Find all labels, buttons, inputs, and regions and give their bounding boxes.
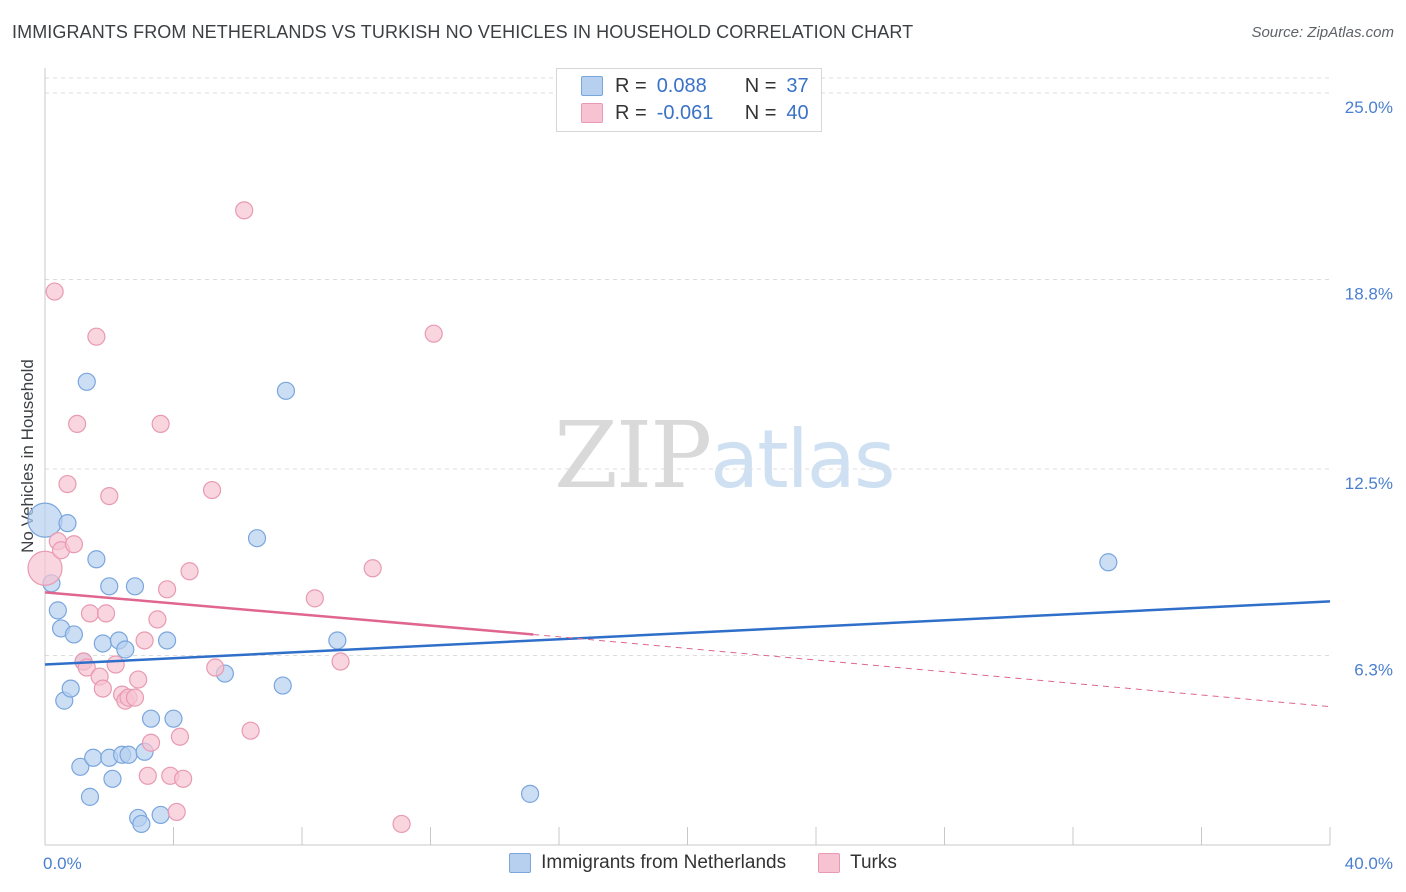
turks-point <box>148 610 167 629</box>
netherlands-point <box>100 577 119 596</box>
r-value: -0.061 <box>656 101 714 124</box>
chart-title: IMMIGRANTS FROM NETHERLANDS VS TURKISH N… <box>12 22 914 42</box>
turks-point <box>27 550 63 586</box>
turks-point <box>87 327 106 346</box>
x-tick-label-max: 40.0% <box>1345 854 1393 873</box>
turks-point <box>392 814 411 834</box>
netherlands-point <box>93 634 112 653</box>
n-value: 40 <box>786 101 809 124</box>
turks-trend-extension <box>533 633 1331 708</box>
netherlands-point <box>125 577 145 596</box>
netherlands-point <box>141 709 161 728</box>
legend-label-netherlands: Immigrants from Netherlands <box>541 852 787 873</box>
turks-trend-line <box>44 591 534 636</box>
series-legend: Immigrants from Netherlands Turks <box>0 852 1406 874</box>
legend-label-turks: Turks <box>850 852 897 873</box>
netherlands-point <box>64 625 84 644</box>
turks-point <box>125 688 145 707</box>
netherlands-point <box>58 514 77 533</box>
netherlands-point <box>71 757 90 776</box>
netherlands-point <box>80 787 100 806</box>
watermark-zip: ZIP <box>554 402 712 509</box>
n-label: N = <box>744 101 777 124</box>
netherlands-point <box>48 601 67 620</box>
r-label: R = <box>615 101 647 124</box>
source-credit: Source: ZipAtlas.com <box>1251 24 1394 41</box>
r-value: 0.088 <box>656 74 707 97</box>
netherlands-point <box>27 502 63 538</box>
turks-point <box>170 727 190 746</box>
netherlands-point <box>61 679 80 698</box>
turks-point <box>180 562 199 581</box>
netherlands-point <box>247 529 267 548</box>
netherlands-point <box>132 814 151 834</box>
legend-item-netherlands[interactable]: Immigrants from Netherlands <box>509 852 786 874</box>
turks-point <box>424 324 443 343</box>
turks-point <box>241 721 260 740</box>
turks-point <box>64 535 84 554</box>
netherlands-point <box>164 709 183 728</box>
y-tick-label: 18.8% <box>1345 285 1393 304</box>
n-label: N = <box>744 74 777 97</box>
y-tick-label: 12.5% <box>1345 474 1393 493</box>
r-label: R = <box>615 74 647 97</box>
netherlands-trend-line <box>44 600 1331 666</box>
legend-item-turks[interactable]: Turks <box>818 852 897 874</box>
turks-point <box>93 679 112 698</box>
turks-point <box>174 769 193 788</box>
turks-point <box>135 631 154 650</box>
turks-point <box>363 559 382 578</box>
turks-point <box>157 580 177 599</box>
turks-point <box>151 414 170 434</box>
turks-point <box>206 658 225 677</box>
turks-point <box>68 414 87 434</box>
netherlands-point <box>276 381 296 400</box>
turks-point <box>96 604 116 623</box>
watermark: ZIPatlas <box>554 402 896 509</box>
netherlands-point <box>84 748 103 767</box>
netherlands-point <box>273 676 292 695</box>
n-value: 37 <box>786 74 809 97</box>
netherlands-point <box>87 550 106 569</box>
netherlands-point <box>119 745 138 764</box>
netherlands-point <box>103 769 122 788</box>
turks-point <box>141 733 161 752</box>
y-tick-label: 25.0% <box>1345 98 1393 117</box>
legend-swatch-turks <box>581 103 603 123</box>
netherlands-point <box>1099 553 1118 572</box>
y-tick-label: 6.3% <box>1354 661 1393 680</box>
turks-point <box>106 655 125 674</box>
stats-legend: R = 0.088 N = 37 R = -0.061 N = 40 <box>556 68 822 132</box>
netherlands-point <box>151 805 170 825</box>
stats-legend-row-netherlands: R = 0.088 N = 37 <box>581 73 809 99</box>
turks-point <box>167 802 186 822</box>
stats-legend-row-turks: R = -0.061 N = 40 <box>581 100 809 126</box>
turks-point <box>202 480 222 500</box>
x-tick-label-min: 0.0% <box>43 854 82 873</box>
netherlands-point <box>157 631 177 650</box>
turks-point <box>305 589 324 608</box>
turks-point <box>235 201 254 220</box>
legend-swatch-netherlands <box>509 853 532 873</box>
turks-point <box>58 474 77 494</box>
turks-point <box>45 282 64 301</box>
legend-swatch-turks <box>818 853 841 873</box>
turks-point <box>80 604 100 623</box>
netherlands-point <box>77 372 96 391</box>
turks-point <box>331 652 350 671</box>
netherlands-point <box>116 640 135 659</box>
turks-point <box>138 766 157 785</box>
legend-swatch-netherlands <box>581 76 603 96</box>
turks-point <box>100 486 119 506</box>
netherlands-point <box>328 631 347 650</box>
watermark-atlas: atlas <box>710 413 895 506</box>
netherlands-point <box>520 784 540 803</box>
turks-point <box>129 670 148 689</box>
